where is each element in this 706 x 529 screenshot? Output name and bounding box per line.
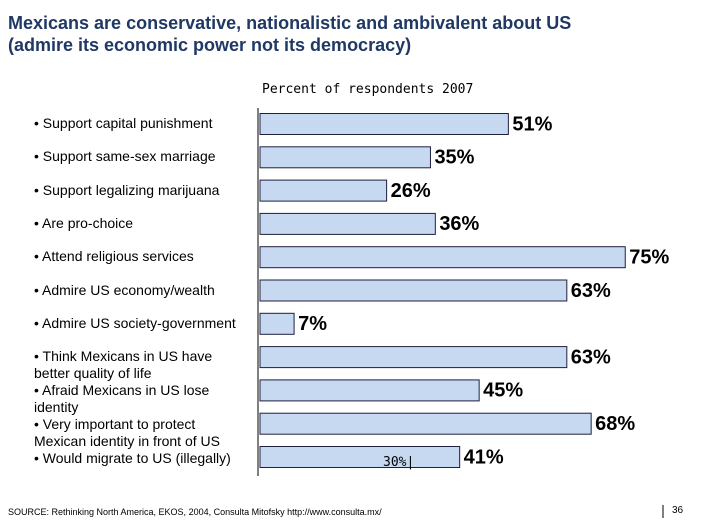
category-label: • Support legalizing marijuana	[34, 181, 220, 198]
value-label: 35%	[434, 147, 474, 169]
bar	[259, 146, 431, 169]
value-label: 41%	[464, 446, 504, 468]
bar	[259, 379, 480, 402]
bar	[259, 246, 626, 269]
title: Mexicans are conservative, nationalistic…	[8, 12, 571, 56]
source: SOURCE: Rethinking North America, EKOS, …	[8, 507, 382, 517]
category-label: • Support same-sex marriage	[34, 148, 216, 165]
value-label: 63%	[571, 346, 611, 368]
value-label: 45%	[483, 380, 523, 402]
page-number: 36	[672, 505, 684, 516]
bar	[259, 312, 295, 335]
bar	[259, 346, 568, 369]
bar	[259, 179, 388, 202]
value-label: 75%	[629, 246, 669, 268]
category-label: • Think Mexicans in US have better quali…	[34, 348, 213, 381]
bar	[259, 113, 509, 135]
value-label: 26%	[391, 180, 431, 202]
category-label: • Support capital punishment	[34, 115, 213, 131]
value-label: 51%	[512, 113, 552, 135]
bar	[259, 412, 592, 435]
bar	[259, 212, 436, 235]
annotation: 30%|	[383, 455, 415, 470]
subtitle: Percent of respondents 2007	[262, 82, 474, 97]
bar	[259, 279, 568, 302]
bar	[259, 446, 461, 468]
category-label: • Would migrate to US (illegally)	[34, 450, 231, 466]
category-label: • Very important to protect Mexican iden…	[34, 416, 220, 449]
value-label: 68%	[595, 413, 635, 435]
label-block: • Think Mexicans in US have better quali…	[34, 348, 249, 467]
value-label: 36%	[439, 213, 479, 235]
category-label: • Admire US economy/wealth	[34, 281, 215, 298]
category-label: • Afraid Mexicans in US lose identity	[34, 382, 210, 415]
value-label: 63%	[571, 280, 611, 302]
category-label: • Attend religious services	[34, 248, 194, 265]
value-label: 7%	[298, 313, 327, 335]
title-line: Mexicans are conservative, nationalistic…	[8, 13, 572, 33]
category-label: • Are pro-choice	[34, 214, 134, 231]
title-line: (admire its economic power not its democ…	[8, 35, 412, 55]
category-label: • Admire US society-government	[34, 314, 236, 331]
